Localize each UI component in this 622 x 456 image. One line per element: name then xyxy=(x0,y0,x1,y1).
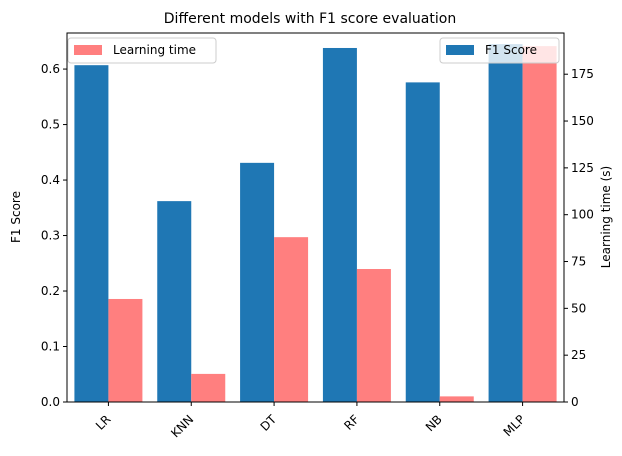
y-axis-label: F1 Score xyxy=(9,191,23,243)
y2-tick-label: 50 xyxy=(571,301,586,315)
time-bar-nb xyxy=(439,396,474,402)
left-axis: 0.0 0.1 0.2 0.3 0.4 0.5 0.6 xyxy=(41,62,67,409)
legend-swatch-learning-time xyxy=(74,45,102,55)
y2-tick-label: 0 xyxy=(571,395,579,409)
y-tick-label: 0.1 xyxy=(41,340,60,354)
y-tick-label: 0.0 xyxy=(41,395,60,409)
legend-label-f1-score: F1 Score xyxy=(485,43,537,57)
y2-tick-label: 150 xyxy=(571,114,594,128)
y-tick-label: 0.5 xyxy=(41,118,60,132)
f1-bar-rf xyxy=(322,47,357,402)
legend-box xyxy=(67,37,217,64)
x-tick-label: MLP xyxy=(501,412,528,439)
right-axis: 0 25 50 75 100 125 150 175 xyxy=(564,67,594,409)
y2-tick-label: 175 xyxy=(571,67,594,81)
y2-tick-label: 125 xyxy=(571,161,594,175)
y2-tick-label: 25 xyxy=(571,348,586,362)
y-tick-label: 0.4 xyxy=(41,173,60,187)
y2-tick-label: 75 xyxy=(571,255,586,269)
y-tick-label: 0.6 xyxy=(41,62,60,76)
f1-bar-nb xyxy=(405,82,440,403)
time-bar-dt xyxy=(274,237,309,402)
y-tick-label: 0.3 xyxy=(41,229,60,243)
legend-box xyxy=(439,37,560,64)
x-tick-label: NB xyxy=(423,412,445,434)
chart-title: Different models with F1 score evaluatio… xyxy=(164,11,456,27)
time-bar-lr xyxy=(108,298,143,402)
time-bar-knn xyxy=(191,373,226,402)
f1-bar-lr xyxy=(74,65,109,402)
plot-frame xyxy=(66,32,565,403)
x-tick-label: DT xyxy=(258,412,280,434)
bars xyxy=(74,44,557,403)
f1-bar-mlp xyxy=(488,44,523,402)
y2-tick-label: 100 xyxy=(571,208,594,222)
x-axis: LR KNN DT RF NB MLP xyxy=(93,402,528,440)
x-tick-label: RF xyxy=(341,412,362,433)
x-tick-label: LR xyxy=(93,412,114,433)
time-bar-rf xyxy=(356,269,391,402)
y2-axis-label: Learning time (s) xyxy=(599,166,613,268)
f1-bar-dt xyxy=(240,162,275,402)
legend-f1-score: F1 Score xyxy=(439,37,560,64)
legend-label-learning-time: Learning time xyxy=(113,43,196,57)
legend-learning-time: Learning time xyxy=(67,37,217,64)
legend-swatch-f1-score xyxy=(446,45,474,55)
f1-bar-knn xyxy=(157,201,192,402)
time-bar-mlp xyxy=(522,46,557,403)
y-tick-label: 0.2 xyxy=(41,284,60,298)
x-tick-label: KNN xyxy=(168,412,196,440)
